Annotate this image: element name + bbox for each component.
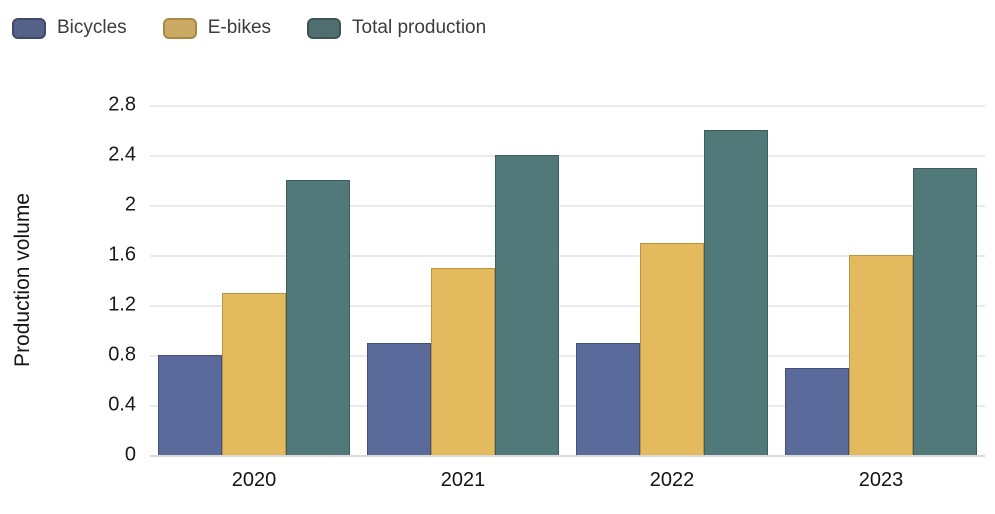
bar-bicycles-2022 — [576, 342, 640, 455]
plot-area: 0 0.4 0.8 1.2 1.6 2 2.4 2.8 2020 2021 2022 2023 — [108, 94, 985, 491]
x-tick-label-2021: 2021 — [440, 469, 486, 491]
y-tick-label-0.8: 0.8 — [108, 343, 136, 366]
legend-label-bicycles: Bicycles — [57, 17, 127, 38]
y-tick-label-0: 0 — [124, 443, 136, 466]
y-tick-label-1.2: 1.2 — [108, 293, 136, 316]
chart-legend: Bicycles E-bikes Total production — [12, 17, 486, 39]
bar-group-2021: 2021 — [367, 105, 559, 491]
bar-bicycles-2020 — [158, 355, 222, 455]
bar-e-bikes-2022 — [640, 242, 704, 455]
bar-e-bikes-2021 — [431, 267, 495, 455]
bar-e-bikes-2023 — [849, 255, 913, 455]
y-axis-title-text: Production volume — [11, 193, 34, 367]
y-tick-label-2.4: 2.4 — [108, 143, 136, 166]
y-tick-label-0.4: 0.4 — [108, 393, 136, 416]
legend-item-bicycles: Bicycles — [12, 17, 127, 39]
bar-group-2023: 2023 — [785, 105, 977, 491]
gridline-1.2 — [150, 305, 985, 307]
gridline-2 — [150, 205, 985, 207]
bar-total-production-2022 — [704, 130, 768, 455]
x-tick-label-2023: 2023 — [858, 469, 904, 491]
bar-group-2020: 2020 — [158, 105, 350, 491]
gridline-0.4 — [150, 405, 985, 407]
y-tick-label-2.8: 2.8 — [108, 93, 136, 116]
legend-swatch-bicycles — [12, 17, 46, 39]
legend-swatch-total-production — [307, 17, 342, 39]
bar-bicycles-2023 — [785, 367, 849, 455]
legend-item-e-bikes: E-bikes — [162, 17, 272, 39]
bar-e-bikes-2020 — [222, 292, 286, 455]
gridline-0 — [150, 455, 985, 457]
gridline-2.4 — [150, 155, 985, 157]
legend-label-e-bikes: E-bikes — [207, 17, 272, 38]
bar-total-production-2020 — [286, 180, 350, 455]
bar-groups: 2020 2021 2022 2023 — [150, 105, 985, 491]
y-axis-title: Production volume — [2, 105, 44, 455]
bar-total-production-2021 — [495, 155, 559, 455]
legend-swatch-e-bikes — [162, 17, 197, 39]
bar-bicycles-2021 — [367, 342, 431, 455]
gridline-1.6 — [150, 255, 985, 257]
x-tick-label-2022: 2022 — [649, 469, 695, 491]
y-tick-label-1.6: 1.6 — [108, 243, 136, 266]
legend-label-total-production: Total production — [352, 17, 487, 38]
bar-group-2022: 2022 — [576, 105, 768, 491]
gridline-0.8 — [150, 355, 985, 357]
y-tick-label-2: 2 — [124, 193, 136, 216]
gridline-2.8 — [150, 105, 985, 107]
bar-total-production-2023 — [913, 167, 977, 455]
x-tick-label-2020: 2020 — [231, 469, 277, 491]
legend-item-total-production: Total production — [307, 17, 486, 39]
